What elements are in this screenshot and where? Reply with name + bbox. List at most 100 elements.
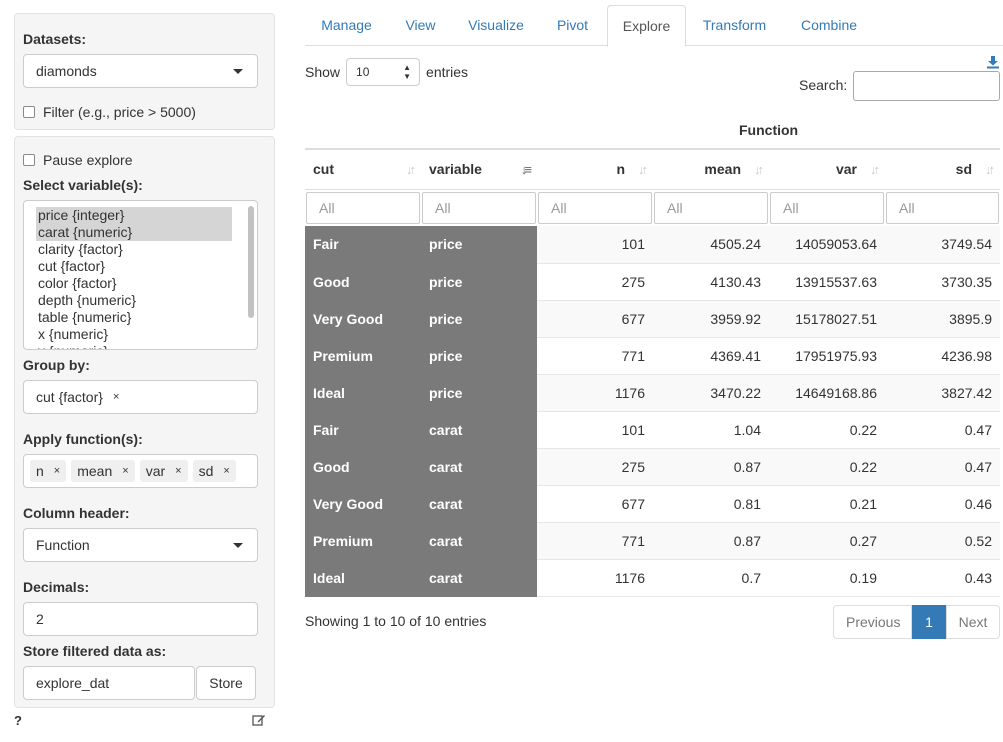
sort-icon[interactable]: ↓↑ [754, 162, 764, 177]
function-tag-label: mean [77, 463, 113, 479]
pause-checkbox[interactable] [23, 154, 35, 166]
stepper-icon: ▲ ▼ [403, 63, 412, 81]
column-filter-input[interactable]: All [770, 191, 884, 224]
table-cell: 13915537.63 [769, 263, 885, 301]
tab-transform[interactable]: Transform [702, 17, 767, 33]
function-tag[interactable]: var × [139, 460, 188, 482]
variable-option[interactable]: y {numeric} [36, 343, 232, 349]
listbox-scrollbar[interactable] [248, 206, 254, 318]
remove-icon[interactable]: × [53, 465, 61, 477]
download-icon[interactable] [986, 55, 1000, 72]
help-icon[interactable]: ? [14, 713, 22, 728]
sort-icon[interactable]: ↓↑ [638, 162, 648, 177]
variable-option[interactable]: carat {numeric} [36, 224, 232, 241]
table-cell: 0.47 [885, 448, 1000, 486]
search-input[interactable] [853, 71, 1000, 101]
function-tag[interactable]: sd × [192, 460, 236, 482]
next-button[interactable]: Next [946, 605, 1000, 639]
pause-checkbox-row[interactable]: Pause explore [23, 152, 133, 168]
variable-option[interactable]: clarity {factor} [38, 241, 123, 257]
tab-explore[interactable]: Explore [607, 5, 686, 47]
sort-icon[interactable]: ↓↑ [985, 162, 995, 177]
table-row: Good price 275 4130.43 13915537.63 3730.35 [305, 263, 1000, 301]
tab-combine[interactable]: Combine [800, 17, 858, 33]
table-cell: 0.87 [653, 522, 769, 560]
table-cell: 15178027.51 [769, 300, 885, 338]
apply-fn-label: Apply function(s): [23, 431, 143, 447]
table-cell: Good [305, 448, 421, 486]
column-filter-input[interactable]: All [306, 191, 420, 224]
table-cell: price [421, 263, 537, 301]
filter-cell: All [769, 189, 885, 226]
sort-asc-icon[interactable]: ↓≡ [520, 162, 532, 177]
group-tag[interactable]: cut {factor} × [30, 386, 125, 408]
chevron-down-icon [233, 69, 243, 74]
column-filter-input[interactable]: All [538, 191, 652, 224]
pagination: Previous 1 Next [833, 605, 1000, 639]
function-tag[interactable]: mean × [71, 460, 135, 482]
column-header-n[interactable]: n ↓↑ [537, 148, 653, 190]
page-1-button[interactable]: 1 [912, 605, 946, 639]
remove-icon[interactable]: × [122, 465, 129, 477]
remove-icon[interactable]: × [175, 465, 182, 477]
variable-option[interactable]: color {factor} [38, 275, 117, 291]
sort-icon[interactable]: ↓↑ [870, 162, 880, 177]
filter-checkbox-row[interactable]: Filter (e.g., price > 5000) [23, 104, 196, 120]
table-cell: carat [421, 559, 537, 597]
decimals-input[interactable]: 2 [23, 602, 258, 636]
tab-visualize[interactable]: Visualize [468, 17, 524, 33]
tab-pivot[interactable]: Pivot [556, 17, 589, 33]
remove-icon[interactable]: × [112, 391, 120, 403]
column-filter-input[interactable]: All [422, 191, 536, 224]
variable-option[interactable]: x {numeric} [38, 326, 109, 342]
dataset-select[interactable]: diamonds [23, 54, 258, 88]
column-header-sd[interactable]: sd ↓↑ [885, 148, 1000, 190]
variable-option[interactable]: depth {numeric} [38, 292, 137, 308]
variable-option[interactable]: price {integer} [36, 207, 232, 224]
table-cell: 677 [537, 300, 653, 338]
column-header-mean[interactable]: mean ↓↑ [653, 148, 769, 190]
tab-view[interactable]: View [405, 17, 436, 33]
pause-label: Pause explore [43, 152, 133, 168]
page-length-value: 10 [356, 65, 370, 79]
function-tag-label: sd [198, 463, 214, 479]
functions-input[interactable]: n × mean × var × sd × [23, 454, 258, 488]
group-by-input[interactable]: cut {factor} × [23, 380, 258, 414]
table-cell: 101 [537, 411, 653, 449]
function-tag[interactable]: n × [30, 460, 67, 482]
variable-option[interactable]: table {numeric} [38, 309, 132, 325]
column-header-select[interactable]: Function [23, 528, 258, 562]
table-cell: 0.22 [769, 448, 885, 486]
variable-option[interactable]: cut {factor} [38, 258, 105, 274]
store-name-input[interactable]: explore_dat [23, 666, 195, 700]
variables-listbox[interactable]: price {integer} carat {numeric} clarity {f… [23, 200, 258, 350]
table-info: Showing 1 to 10 of 10 entries [305, 613, 487, 629]
table-cell: 14649168.86 [769, 374, 885, 412]
column-header-value: Function [36, 537, 90, 553]
column-header-var[interactable]: var ↓↑ [769, 148, 885, 190]
table-cell: price [421, 337, 537, 375]
remove-icon[interactable]: × [223, 465, 230, 477]
table-cell: 677 [537, 485, 653, 523]
table-cell: 0.81 [653, 485, 769, 523]
previous-button[interactable]: Previous [833, 605, 912, 639]
tab-manage[interactable]: Manage [321, 17, 372, 33]
filter-checkbox[interactable] [23, 106, 35, 118]
table-cell: Premium [305, 337, 421, 375]
page-length-select[interactable]: 10 ▲ ▼ [346, 58, 421, 86]
table-row: Very Good price 677 3959.92 15178027.51 3895.… [305, 300, 1000, 338]
edit-report-icon[interactable] [252, 713, 266, 730]
column-header-variable[interactable]: variable ↓≡ [421, 148, 537, 190]
table-cell: carat [421, 485, 537, 523]
column-header-cut[interactable]: cut ↓↑ [305, 148, 421, 190]
search-label: Search: [799, 77, 848, 93]
chevron-down-icon [233, 543, 243, 548]
dataset-value: diamonds [36, 63, 97, 79]
column-filter-input[interactable]: All [886, 191, 999, 224]
table-cell: carat [421, 522, 537, 560]
table-cell: price [421, 374, 537, 412]
store-button[interactable]: Store [196, 666, 256, 700]
column-filter-input[interactable]: All [654, 191, 768, 224]
table-cell: 3730.35 [885, 263, 1000, 301]
sort-icon[interactable]: ↓↑ [406, 162, 416, 177]
